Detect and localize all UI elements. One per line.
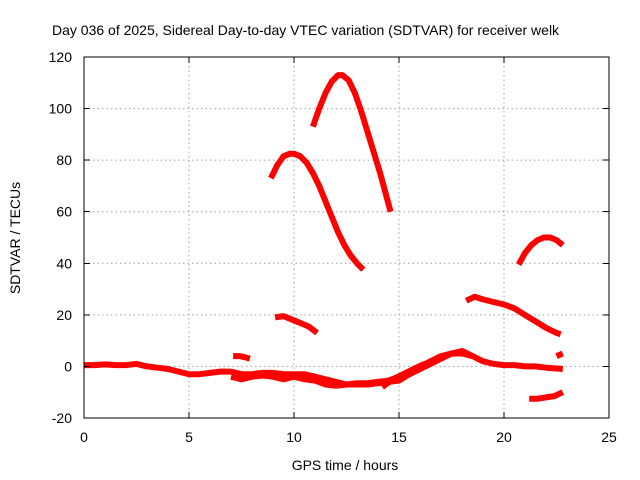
tick-layer: 0 5 10 15 20 25 -20 0 20 40 60 80 100 120 [49, 49, 617, 445]
series-neg-12 [529, 389, 565, 402]
series-baseline-a [84, 348, 564, 388]
series-short-4 [233, 353, 251, 362]
series-mid-26 [464, 293, 562, 338]
y-tick-label: 0 [64, 358, 72, 374]
y-tick-label: 60 [56, 204, 72, 220]
y-tick-label: 80 [56, 152, 72, 168]
x-tick-label: 10 [286, 429, 302, 445]
x-tick-label: 20 [496, 429, 512, 445]
y-tick-label: 20 [56, 307, 72, 323]
series-arc-113 [310, 72, 394, 213]
y-axis-label: SDTVAR / TECUs [7, 182, 23, 294]
series-tick-5 [555, 350, 564, 359]
series-short-19 [274, 313, 319, 336]
axis-layer [83, 56, 610, 419]
y-tick-label: 40 [56, 255, 72, 271]
plot-frame [83, 56, 610, 419]
y-tick-label: -20 [52, 410, 72, 426]
series-arc-82 [268, 150, 366, 272]
x-tick-label: 0 [80, 429, 88, 445]
chart-title: Day 036 of 2025, Sidereal Day-to-day VTE… [52, 22, 560, 38]
series-arc-50 [516, 234, 565, 267]
y-tick-label: 100 [49, 101, 73, 117]
series-baseline-b [230, 350, 474, 389]
x-tick-label: 15 [391, 429, 407, 445]
x-tick-label: 5 [185, 429, 193, 445]
x-axis-label: GPS time / hours [292, 457, 399, 473]
y-tick-label: 120 [49, 49, 73, 65]
series-baseline-c [380, 361, 426, 390]
x-tick-label: 25 [601, 429, 617, 445]
series-layer [84, 72, 565, 402]
